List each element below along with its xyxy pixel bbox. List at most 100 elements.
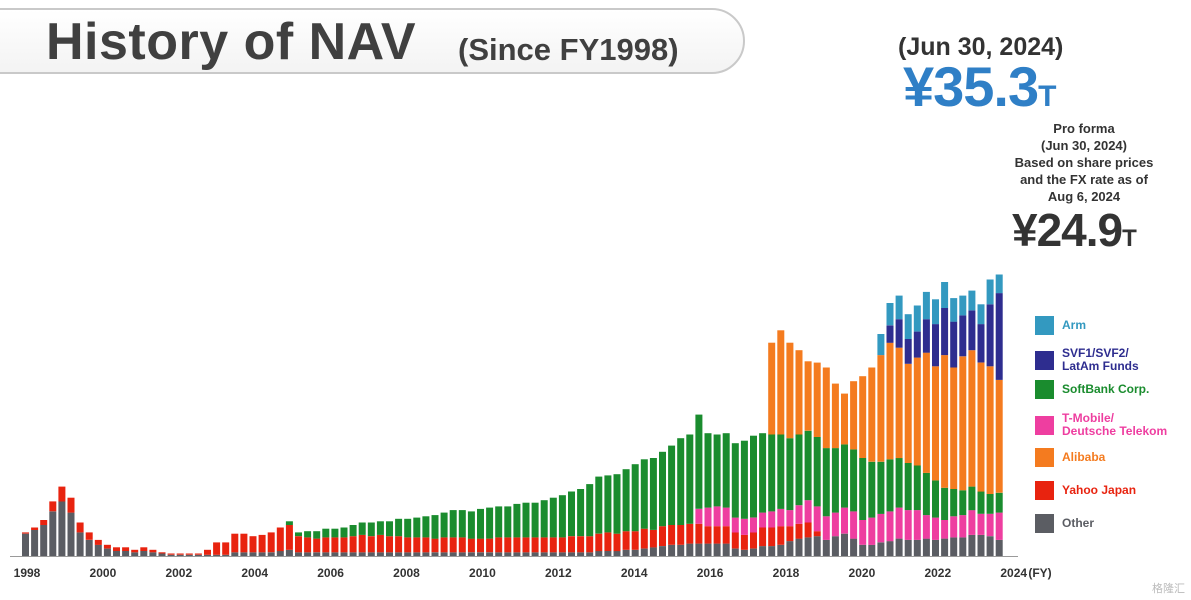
bar-segment <box>304 552 312 556</box>
x-tick-label: 2012 <box>545 566 572 580</box>
bar-segment <box>922 291 930 320</box>
bar-segment <box>859 520 867 545</box>
bar-segment <box>904 314 912 339</box>
bar-segment <box>504 506 512 538</box>
bar-segment <box>586 552 594 556</box>
bar-segment <box>977 534 985 556</box>
bar-segment <box>677 544 685 556</box>
watermark: 格隆汇 <box>1152 583 1185 595</box>
bar-segment <box>213 554 221 556</box>
bar-segment <box>76 532 84 556</box>
bar-segment <box>113 551 120 556</box>
title-banner <box>0 8 745 74</box>
bar-segment <box>768 511 776 528</box>
bar-segment <box>22 533 29 556</box>
bar-segment <box>795 505 803 524</box>
bar-segment <box>886 325 894 343</box>
x-tick-label: 2010 <box>469 566 496 580</box>
bar-segment <box>549 552 557 556</box>
bar-segment <box>404 537 412 553</box>
bar-segment <box>959 537 967 556</box>
bar-segment <box>968 290 976 311</box>
bar-segment <box>950 298 958 322</box>
bar-segment <box>113 547 120 551</box>
bar-segment <box>367 552 375 556</box>
bar-segment <box>932 517 939 540</box>
x-axis-unit: (FY) <box>1028 566 1051 580</box>
bar-segment <box>513 503 521 538</box>
bar-segment <box>558 552 566 556</box>
bar-segment <box>786 510 794 527</box>
bar-segment <box>859 544 867 556</box>
bar-segment <box>131 549 139 553</box>
bar-segment <box>822 539 830 556</box>
bar-segment <box>668 445 676 525</box>
bar-segment <box>604 532 612 551</box>
bar-segment <box>140 547 148 551</box>
bar-segment <box>486 538 494 553</box>
bar-segment <box>904 539 912 556</box>
bar-segment <box>140 551 148 556</box>
bar-segment <box>659 546 666 556</box>
bar-segment <box>367 536 375 553</box>
bar-segment <box>304 537 312 553</box>
bar-segment <box>986 494 994 514</box>
bar-segment <box>959 295 967 316</box>
bar-segment <box>522 502 530 538</box>
bar-segment <box>85 539 93 556</box>
bar-segment <box>358 534 366 553</box>
bar-segment <box>913 510 921 540</box>
bar-segment <box>622 531 630 550</box>
pro-forma-value: ¥24.9T <box>1012 203 1137 257</box>
bar-segment <box>795 350 803 435</box>
bar-segment <box>258 534 266 553</box>
bar-segment <box>295 552 302 556</box>
bar-segment <box>240 552 248 556</box>
bar-segment <box>340 537 348 553</box>
bar-segment <box>604 551 612 556</box>
bar-segment <box>995 539 1003 556</box>
bar-segment <box>904 463 912 511</box>
bar-segment <box>804 430 812 501</box>
x-tick-label: 2000 <box>90 566 117 580</box>
bar-segment <box>959 315 967 357</box>
bar-segment <box>686 523 694 544</box>
bar-segment <box>622 549 630 556</box>
x-tick-label: 2006 <box>317 566 344 580</box>
callout-amount: ¥35.3 <box>903 55 1039 118</box>
bar-segment <box>704 526 712 544</box>
bar-segment <box>795 434 803 506</box>
bar-segment <box>941 308 949 356</box>
bar-segment <box>486 507 494 539</box>
bar-segment <box>149 549 157 553</box>
bar-segment <box>103 544 111 549</box>
legend-item: Yahoo Japan <box>1035 481 1136 500</box>
bar-segment <box>458 510 466 538</box>
bar-segment <box>495 537 503 553</box>
bar-segment <box>622 469 630 532</box>
bar-segment <box>977 362 985 492</box>
bar-segment <box>440 552 448 556</box>
bar-segment <box>285 521 293 525</box>
bar-segment <box>313 552 321 556</box>
bar-segment <box>959 515 967 538</box>
legend-item: T-Mobile/ Deutsche Telekom <box>1035 412 1167 438</box>
legend-item: SVF1/SVF2/ LatAm Funds <box>1035 347 1139 373</box>
bar-segment <box>276 527 284 552</box>
bar-segment <box>522 552 530 556</box>
bar-segment <box>722 526 730 544</box>
bar-segment <box>322 537 330 553</box>
bar-segment <box>850 381 858 450</box>
bar-segment <box>977 324 985 363</box>
bar-segment <box>568 536 575 553</box>
bar-segment <box>759 512 767 528</box>
bar-segment <box>804 537 812 556</box>
bar-segment <box>995 293 1003 380</box>
legend-label: Yahoo Japan <box>1062 483 1137 497</box>
bar-segment <box>850 511 858 539</box>
bar-segment <box>977 513 985 535</box>
bar-segment <box>549 497 557 538</box>
bar-segment <box>595 551 603 556</box>
bar-segment <box>995 512 1003 540</box>
legend-swatch <box>1035 316 1054 335</box>
